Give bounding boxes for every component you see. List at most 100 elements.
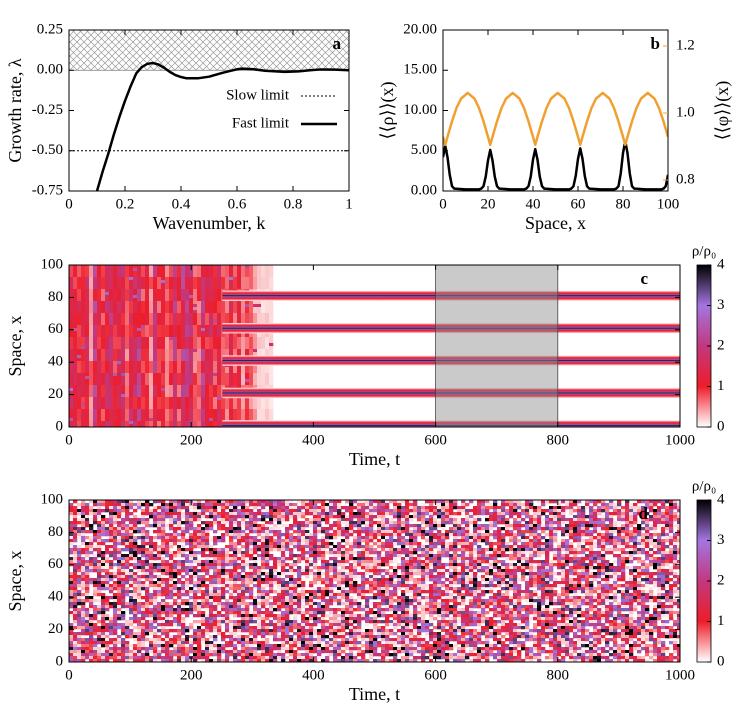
heatmap-cell bbox=[201, 349, 206, 353]
heatmap-cell bbox=[113, 533, 118, 537]
heatmap-cell bbox=[137, 596, 142, 600]
heatmap-cell bbox=[117, 572, 122, 576]
heatmap-cell bbox=[81, 274, 86, 278]
heatmap-cell bbox=[165, 563, 170, 567]
heatmap-cell bbox=[189, 638, 194, 642]
heatmap-cell bbox=[89, 617, 94, 621]
heatmap-cell bbox=[197, 629, 202, 633]
heatmap-cell bbox=[137, 316, 142, 320]
heatmap-cell bbox=[149, 563, 154, 567]
heatmap-cell bbox=[137, 292, 142, 296]
heatmap-cell bbox=[169, 536, 174, 540]
heatmap-cell bbox=[89, 632, 94, 636]
heatmap-cell bbox=[137, 364, 142, 368]
heatmap-cell bbox=[269, 316, 274, 320]
heatmap-cell bbox=[209, 310, 214, 314]
heatmap-cell bbox=[197, 536, 202, 540]
heatmap-cell bbox=[177, 265, 182, 269]
heatmap-cell bbox=[257, 301, 262, 305]
heatmap-cell bbox=[177, 512, 182, 516]
heatmap-cell bbox=[233, 629, 238, 633]
heatmap-cell bbox=[217, 328, 222, 332]
heatmap-cell bbox=[253, 409, 258, 413]
heatmap-cell bbox=[101, 566, 106, 570]
heatmap-cell bbox=[165, 554, 170, 558]
heatmap-cell bbox=[101, 391, 106, 395]
heatmap-cell bbox=[217, 415, 222, 419]
heatmap-cell bbox=[201, 581, 206, 585]
heatmap-cell bbox=[237, 587, 242, 591]
heatmap-cell bbox=[169, 316, 174, 320]
heatmap-cell bbox=[137, 301, 142, 305]
heatmap-cell bbox=[149, 391, 154, 395]
heatmap-cell bbox=[197, 289, 202, 293]
heatmap-cell bbox=[73, 361, 78, 365]
heatmap-cell bbox=[145, 590, 150, 594]
heatmap-cell bbox=[233, 566, 238, 570]
heatmap-cell bbox=[213, 509, 218, 513]
heatmap-cell bbox=[245, 611, 250, 615]
heatmap-cell bbox=[169, 635, 174, 639]
heatmap-cell bbox=[225, 283, 230, 287]
heatmap-cell bbox=[185, 608, 190, 612]
heatmap-cell bbox=[129, 412, 134, 416]
heatmap-cell bbox=[233, 340, 238, 344]
heatmap-cell bbox=[109, 638, 114, 642]
heatmap-cell bbox=[173, 346, 178, 350]
heatmap-cell bbox=[213, 265, 218, 269]
heatmap-cell bbox=[81, 650, 86, 654]
heatmap-cell bbox=[165, 274, 170, 278]
heatmap-cell bbox=[97, 509, 102, 513]
heatmap-cell bbox=[101, 376, 106, 380]
heatmap-cell bbox=[145, 539, 150, 543]
heatmap-cell bbox=[177, 551, 182, 555]
heatmap-cell bbox=[125, 376, 130, 380]
heatmap-cell bbox=[193, 376, 198, 380]
heatmap-cell bbox=[229, 385, 234, 389]
heatmap-cell bbox=[177, 641, 182, 645]
heatmap-cell bbox=[117, 412, 122, 416]
heatmap-cell bbox=[85, 418, 90, 422]
heatmap-cell bbox=[225, 650, 230, 654]
heatmap-cell bbox=[221, 518, 226, 522]
heatmap-cell bbox=[221, 548, 226, 552]
heatmap-cell bbox=[241, 418, 246, 422]
heatmap-cell bbox=[153, 412, 158, 416]
heatmap-cell bbox=[149, 575, 154, 579]
heatmap-cell bbox=[197, 355, 202, 359]
heatmap-cell bbox=[89, 638, 94, 642]
heatmap-cell bbox=[109, 650, 114, 654]
heatmap-cell bbox=[85, 409, 90, 413]
heatmap-cell bbox=[241, 611, 246, 615]
heatmap-cell bbox=[209, 364, 214, 368]
heatmap-cell bbox=[117, 325, 122, 329]
heatmap-cell bbox=[69, 310, 74, 314]
heatmap-cell bbox=[209, 623, 214, 627]
heatmap-cell bbox=[137, 545, 142, 549]
heatmap-cell bbox=[125, 650, 130, 654]
heatmap-cell bbox=[213, 424, 218, 427]
heatmap-cell bbox=[241, 605, 246, 609]
heatmap-cell bbox=[117, 521, 122, 525]
heatmap-cell bbox=[209, 641, 214, 645]
heatmap-cell bbox=[209, 617, 214, 621]
heatmap-cell bbox=[141, 415, 146, 419]
heatmap-cell bbox=[181, 379, 186, 383]
heatmap-cell bbox=[97, 343, 102, 347]
heatmap-cell bbox=[185, 292, 190, 296]
heatmap-cell bbox=[197, 274, 202, 278]
heatmap-cell bbox=[177, 587, 182, 591]
heatmap-cell bbox=[137, 560, 142, 564]
heatmap-cell bbox=[89, 343, 94, 347]
heatmap-cell bbox=[237, 548, 242, 552]
heatmap-cell bbox=[177, 527, 182, 531]
heatmap-cell bbox=[141, 638, 146, 642]
heatmap-cell bbox=[125, 304, 130, 308]
heatmap-cell bbox=[101, 629, 106, 633]
heatmap-cell bbox=[77, 632, 82, 636]
heatmap-cell bbox=[125, 518, 130, 522]
heatmap-cell bbox=[161, 418, 166, 422]
heatmap-cell bbox=[109, 424, 114, 427]
heatmap-cell bbox=[69, 632, 74, 636]
